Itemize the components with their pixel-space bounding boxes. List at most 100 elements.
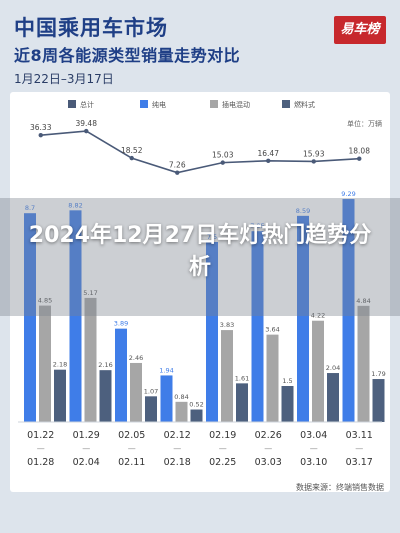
- x-tick-end: 02.18: [164, 457, 191, 468]
- bar-2: [190, 409, 203, 422]
- chart-title: 中国乘用车市场: [14, 16, 168, 40]
- total-point: [84, 128, 89, 134]
- bar-value-label: 1.94: [159, 366, 173, 374]
- bar-2: [236, 383, 248, 422]
- legend-swatch: [210, 100, 218, 108]
- x-tick-separator: —: [37, 444, 45, 453]
- bar-0: [69, 210, 82, 422]
- brand-logo: 易车榜: [334, 16, 386, 44]
- x-tick-start: 02.19: [209, 430, 236, 441]
- bar-value-label: 2.46: [129, 354, 143, 362]
- x-tick-separator: —: [173, 444, 181, 453]
- bar-0: [206, 242, 218, 422]
- bar-value-label: 7.5: [207, 233, 217, 241]
- bar-value-label: 2.04: [326, 364, 340, 372]
- bar-1: [312, 320, 324, 422]
- bar-1: [266, 334, 279, 422]
- bar-1: [130, 362, 142, 422]
- bar-0: [160, 375, 173, 422]
- bar-value-label: 7.95: [250, 222, 264, 230]
- x-tick-end: 03.17: [346, 457, 373, 468]
- legend-swatch: [140, 100, 148, 108]
- bar-value-label: 4.22: [311, 312, 325, 320]
- bar-0: [342, 199, 355, 422]
- bar-1: [84, 297, 97, 422]
- x-tick-start: 01.22: [27, 430, 54, 441]
- headline-text: 2024年12月27日车灯热门趋势分析: [28, 223, 372, 280]
- total-value-label: 15.93: [303, 149, 325, 158]
- total-point: [38, 132, 43, 138]
- total-point: [220, 160, 225, 165]
- bar-0: [24, 213, 36, 422]
- legend-label: 插电混动: [222, 100, 250, 109]
- x-tick-start: 02.26: [255, 430, 282, 441]
- bar-value-label: 3.64: [265, 326, 279, 334]
- bar-2: [372, 379, 385, 422]
- bar-value-label: 1.07: [144, 387, 158, 395]
- total-point: [129, 155, 134, 161]
- x-tick-end: 03.10: [300, 457, 327, 468]
- total-value-label: 16.47: [258, 149, 280, 158]
- bar-value-label: 5.17: [83, 289, 97, 297]
- bar-2: [99, 370, 112, 422]
- bar-value-label: 0.52: [189, 401, 203, 409]
- bar-value-label: 0.84: [174, 393, 188, 401]
- bar-value-label: 1.5: [282, 377, 292, 385]
- bar-value-label: 3.89: [114, 320, 128, 328]
- unit-label: 单位：万辆: [347, 119, 382, 128]
- x-tick-end: 02.04: [73, 457, 100, 468]
- legend-swatch: [68, 100, 76, 108]
- headline-overlay: 2024年12月27日车灯热门趋势分析: [0, 198, 400, 316]
- total-line: [40, 130, 360, 174]
- bar-0: [251, 231, 264, 422]
- total-point: [266, 158, 271, 163]
- bar-value-label: 2.16: [98, 361, 112, 369]
- x-tick-end: 02.11: [118, 457, 145, 468]
- data-source-note: 数据来源：终端销售数据: [296, 483, 384, 492]
- bar-value-label: 1.61: [235, 374, 249, 382]
- bar-value-label: 2.18: [53, 361, 67, 369]
- x-tick-start: 01.29: [73, 430, 100, 441]
- bar-value-label: 1.79: [371, 370, 385, 378]
- x-tick-start: 03.11: [346, 430, 373, 441]
- x-tick-separator: —: [264, 444, 272, 453]
- bar-1: [175, 401, 188, 422]
- bar-1: [357, 305, 370, 422]
- bar-1: [39, 305, 51, 422]
- x-tick-start: 02.05: [118, 430, 145, 441]
- legend-swatch: [282, 100, 290, 108]
- x-tick-separator: —: [219, 444, 227, 453]
- bar-2: [281, 386, 294, 422]
- bar-2: [54, 369, 66, 422]
- bar-2: [327, 373, 339, 422]
- bar-value-label: 3.83: [220, 321, 234, 329]
- x-tick-end: 02.25: [209, 457, 236, 468]
- x-tick-end: 01.28: [27, 457, 54, 468]
- bar-value-label: 8.59: [296, 207, 310, 215]
- bar-value-label: 8.7: [25, 204, 35, 212]
- x-tick-separator: —: [128, 444, 136, 453]
- total-point: [311, 159, 316, 164]
- x-tick-start: 03.04: [300, 430, 327, 441]
- bar-0: [115, 328, 127, 422]
- total-value-label: 7.26: [169, 161, 186, 170]
- bar-value-label: 9.29: [341, 190, 355, 198]
- chart-panel: 总计 纯电 插电混动 燃料式 单位：万辆 36.33 39.48 18.52 7.26 15.03…: [10, 92, 390, 492]
- total-value-label: 36.33: [30, 123, 52, 132]
- bar-0: [297, 215, 309, 422]
- date-range: 1月22日–3月17日: [14, 72, 114, 86]
- total-value-label: 39.48: [76, 119, 98, 128]
- x-tick-separator: —: [310, 444, 318, 453]
- x-tick-start: 02.12: [164, 430, 191, 441]
- x-tick-end: 03.03: [255, 457, 282, 468]
- total-point: [357, 156, 362, 161]
- bar-value-label: 4.84: [356, 297, 370, 305]
- chart-subtitle: 近8周各能源类型销量走势对比: [14, 46, 241, 65]
- x-tick-separator: —: [355, 444, 363, 453]
- legend-label: 纯电: [152, 100, 166, 109]
- total-value-label: 15.03: [212, 151, 234, 160]
- bar-value-label: 4.85: [38, 297, 52, 305]
- x-tick-separator: —: [82, 444, 90, 453]
